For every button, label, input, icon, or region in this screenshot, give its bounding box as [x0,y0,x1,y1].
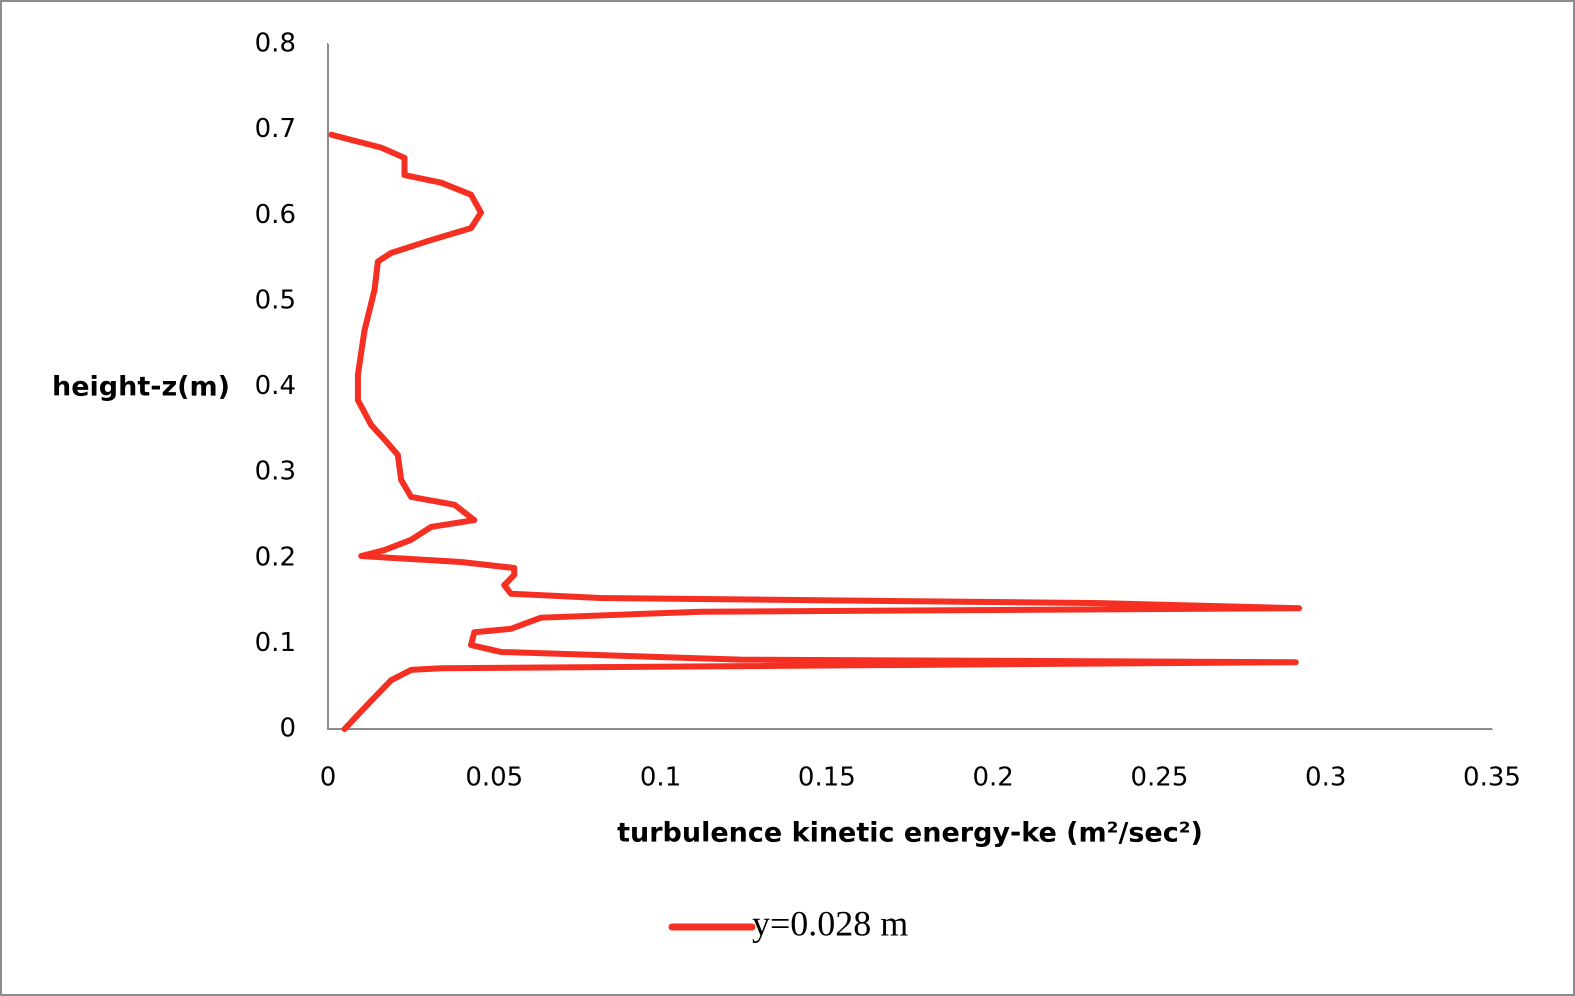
y-tick-label: 0.2 [255,542,296,572]
y-tick-label: 0.5 [255,285,296,315]
x-tick-label: 0.3 [1305,763,1346,793]
y-tick-label: 0.1 [255,628,296,658]
x-axis-title: turbulence kinetic energy-ke (m²/sec²) [617,818,1203,849]
y-tick-label: 0.8 [255,29,296,59]
data-line [328,131,1303,732]
y-tick-label: 0.7 [255,114,296,144]
x-tick-label: 0.15 [798,763,856,793]
x-tick-label: 0.2 [972,763,1013,793]
legend-label: y=0.028 m [752,903,908,943]
y-tick-label: 0.4 [255,371,296,401]
x-tick-label: 0.35 [1463,763,1521,793]
y-tick-label: 0.3 [255,457,296,487]
y-tick-label: 0.6 [255,200,296,230]
x-tick-label: 0.25 [1130,763,1188,793]
y-tick-label: 0 [279,714,296,744]
x-tick-label: 0 [320,763,337,793]
x-tick-label: 0.1 [640,763,681,793]
x-tick-label: 0.05 [465,763,523,793]
y-axis-title: height-z(m) [52,372,230,403]
